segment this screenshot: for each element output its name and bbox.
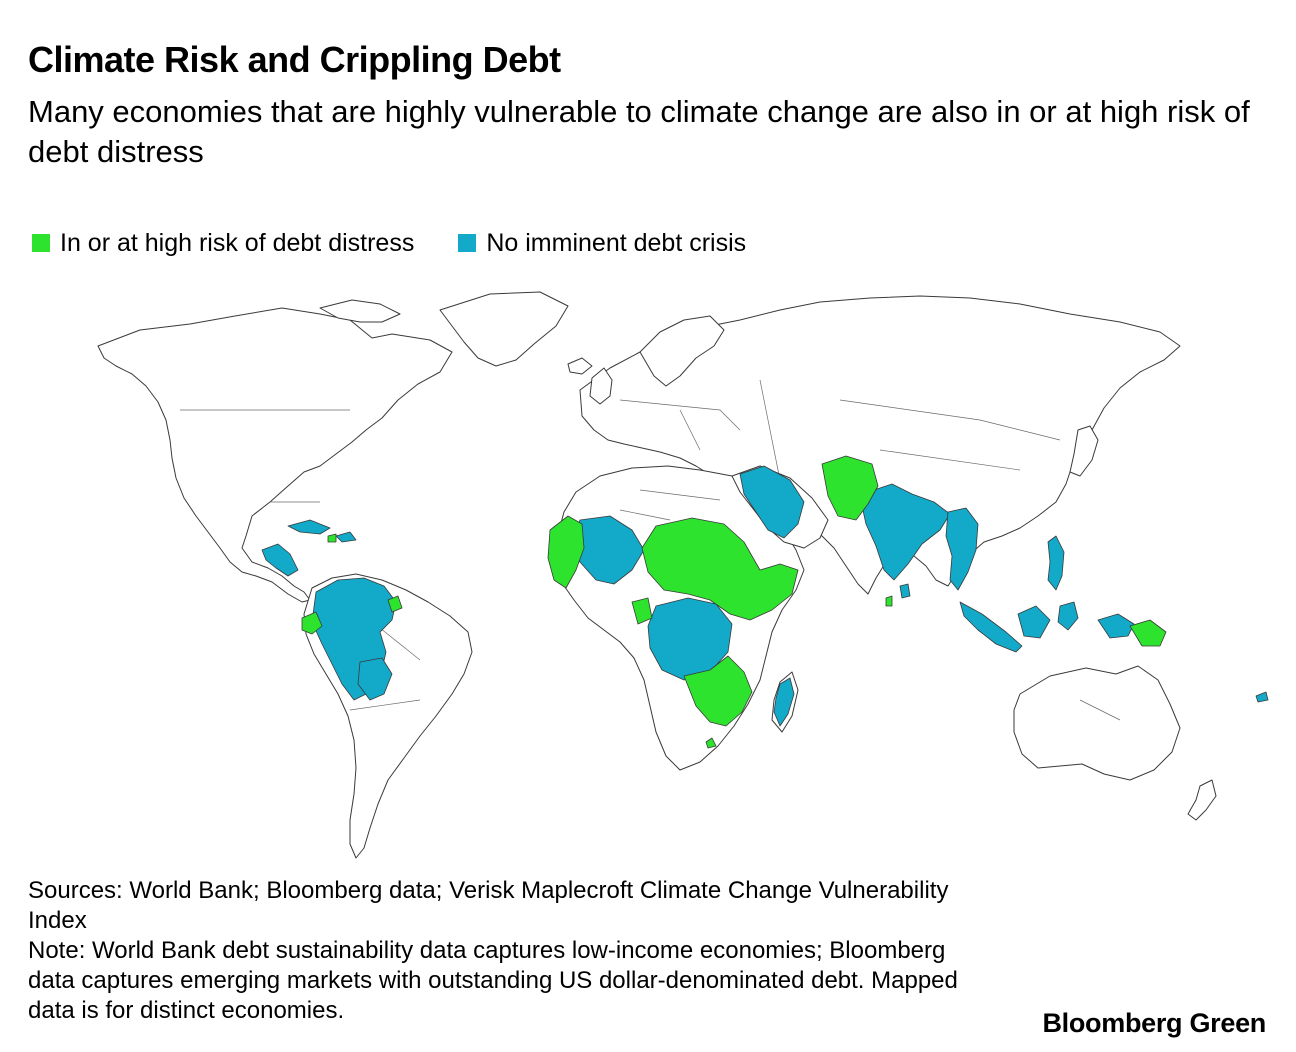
caribbean-stable xyxy=(287,519,331,535)
sources-note: Sources: World Bank; Bloomberg data; Ver… xyxy=(28,877,949,934)
papua-new-guinea-distress xyxy=(1129,619,1167,647)
arctic-islands xyxy=(319,299,401,323)
congo-distress xyxy=(631,597,653,625)
central-america-stable xyxy=(261,543,299,577)
bolivia-stable xyxy=(357,657,393,701)
maldives-distress xyxy=(885,595,893,607)
pacific-islands-stable xyxy=(1255,691,1269,703)
distress-economies xyxy=(301,455,1167,749)
legend-item-stable: No imminent debt crisis xyxy=(458,229,746,258)
ecuador-distress xyxy=(301,611,323,635)
iceland xyxy=(567,357,593,375)
chart-subtitle: Many economies that are highly vulnerabl… xyxy=(28,94,1250,169)
sulawesi-stable xyxy=(1057,601,1079,631)
legend-label-stable: No imminent debt crisis xyxy=(486,228,747,257)
legend-swatch-distress xyxy=(32,234,50,252)
scandinavia xyxy=(639,315,725,387)
north-america xyxy=(97,307,453,603)
legend-item-distress: In or at high risk of debt distress xyxy=(32,229,414,258)
southern-africa-distress xyxy=(683,655,753,727)
afghanistan-pakistan-distress xyxy=(821,455,879,521)
india-stable xyxy=(861,483,951,581)
haiti-distress xyxy=(327,533,337,543)
sri-lanka-stable xyxy=(899,583,911,599)
indonesia-stable xyxy=(959,601,1023,653)
legend: In or at high risk of debt distress No i… xyxy=(32,226,790,260)
madagascar-stable xyxy=(773,677,795,727)
west-africa-distress xyxy=(547,515,585,589)
lesotho-distress xyxy=(705,737,717,749)
southeast-asia-stable xyxy=(945,507,979,591)
stable-economies xyxy=(261,465,1269,727)
papua-stable xyxy=(1097,613,1135,639)
japan xyxy=(1069,425,1099,477)
chart-title: Climate Risk and Crippling Debt xyxy=(28,39,561,80)
new-zealand xyxy=(1187,779,1217,821)
world-map-svg xyxy=(97,291,1269,859)
australia xyxy=(1013,665,1181,781)
legend-swatch-stable xyxy=(458,234,477,252)
methodology-note: Note: World Bank debt sustainability dat… xyxy=(28,937,958,1024)
greenland xyxy=(439,291,569,367)
philippines-stable xyxy=(1047,535,1065,591)
britain xyxy=(589,367,613,405)
footnotes: Sources: World Bank; Bloomberg data; Ver… xyxy=(28,876,958,1026)
brand-logo: Bloomberg Green xyxy=(1042,1008,1266,1038)
country-borders xyxy=(180,379,1121,721)
hispaniola-stable xyxy=(335,531,357,543)
indonesia-east-stable xyxy=(1017,605,1051,639)
sahel-distress xyxy=(641,517,799,621)
world-map xyxy=(20,280,1280,870)
arabia-stable xyxy=(739,465,805,539)
suriname-distress xyxy=(387,595,403,613)
legend-label-distress: In or at high risk of debt distress xyxy=(60,228,415,257)
